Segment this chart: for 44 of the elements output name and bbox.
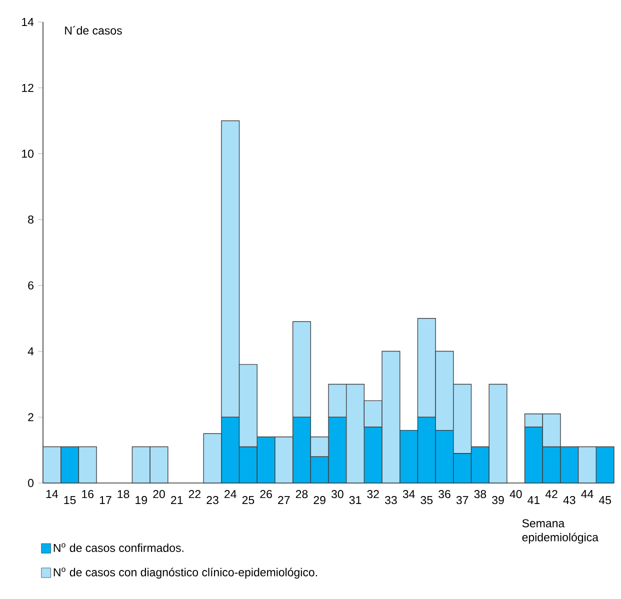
x-tick-label: 20 — [153, 490, 165, 498]
y-tick-label: 12 — [22, 84, 34, 92]
x-tick-label: 17 — [100, 496, 112, 504]
y-tick-label: 10 — [22, 150, 34, 158]
x-tick-label: 32 — [367, 490, 379, 498]
x-tick-label: 26 — [260, 490, 272, 498]
y-tick-label: 0 — [28, 478, 34, 488]
x-tick-label: 40 — [510, 490, 522, 498]
y-tick-label: 2 — [28, 413, 34, 422]
x-tick-label: 34 — [402, 490, 415, 498]
y-tick-label: 4 — [28, 347, 34, 356]
y-tick-label: 14 — [22, 18, 34, 26]
x-tick-label: 22 — [188, 490, 200, 498]
x-tick-label: 41 — [528, 496, 540, 504]
y-tick-label: 8 — [28, 215, 34, 224]
y-tick-label: 6 — [28, 281, 34, 290]
x-tick-label: 42 — [545, 490, 558, 498]
x-tick-label: 38 — [474, 490, 486, 498]
x-tick-label: 37 — [456, 496, 468, 504]
x-tick-label: 28 — [296, 490, 308, 498]
x-tick-label: 18 — [118, 490, 130, 498]
x-tick-label: 35 — [420, 496, 433, 504]
x-tick-label: 33 — [385, 496, 397, 504]
x-tick-label: 44 — [581, 490, 594, 498]
legend-label: N$^{o}$ de casos confirmados. — [54, 543, 184, 552]
x-tick-label: 29 — [314, 496, 326, 504]
x-tick-label: 23 — [206, 496, 218, 504]
x-tick-label: 36 — [438, 490, 450, 498]
legend-label: N$^{o}$ de casos con diagnóstico clínico-epidemiológico. — [54, 568, 317, 579]
x-tick-label: 21 — [171, 496, 183, 504]
x-tick-label: 19 — [136, 496, 147, 504]
x-tick-label: 45 — [598, 496, 611, 504]
x-tick-label: 30 — [331, 490, 344, 498]
x-tick-label: 24 — [224, 490, 236, 498]
y-axis-title: N´de casos — [65, 26, 122, 35]
x-tick-label: 16 — [82, 490, 94, 498]
x-tick-label: 31 — [349, 496, 362, 504]
x-tick-label: 25 — [242, 496, 254, 504]
x-tick-label: 15 — [64, 496, 76, 504]
x-tick-label: 43 — [563, 496, 576, 504]
x-tick-label: 14 — [46, 490, 58, 498]
x-tick-label: 39 — [492, 496, 504, 504]
x-axis-title: Semana epidemiológica — [522, 519, 598, 544]
x-tick-label: 27 — [278, 496, 290, 504]
